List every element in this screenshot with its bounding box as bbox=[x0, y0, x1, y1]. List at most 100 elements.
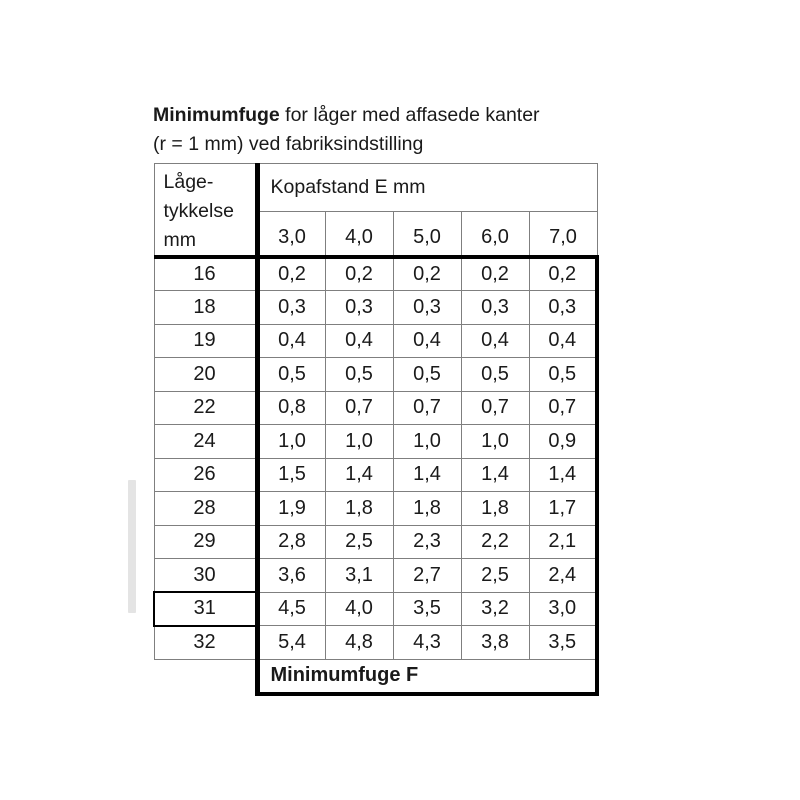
value-cell: 0,3 bbox=[460, 290, 530, 325]
table-row: 30 3,6 3,1 2,7 2,5 2,4 bbox=[153, 558, 599, 593]
value-cell: 2,8 bbox=[256, 524, 326, 559]
value-cell: 0,5 bbox=[392, 357, 462, 392]
value-cell: 3,2 bbox=[460, 591, 530, 626]
thickness-cell: 28 bbox=[153, 491, 260, 526]
value-cell: 0,2 bbox=[460, 256, 530, 291]
value-cell: 1,8 bbox=[324, 491, 394, 526]
value-cell: 3,1 bbox=[324, 558, 394, 593]
thickness-cell: 16 bbox=[153, 256, 260, 291]
value-cell: 0,7 bbox=[460, 390, 530, 425]
value-cell: 0,4 bbox=[324, 323, 394, 358]
thickness-cell: 18 bbox=[153, 290, 260, 325]
value-cell: 0,2 bbox=[528, 256, 599, 291]
value-cell: 0,7 bbox=[324, 390, 394, 425]
footer-row: Minimumfuge F bbox=[154, 658, 599, 696]
title-bold-word: Minimumfuge bbox=[153, 104, 280, 126]
column-header: 6,0 bbox=[460, 210, 530, 259]
value-cell: 0,5 bbox=[528, 357, 599, 392]
title-line-2: (r = 1 mm) ved fabriksindstilling bbox=[153, 133, 424, 155]
corner-header-line: mm bbox=[163, 229, 197, 251]
value-cell: 3,0 bbox=[528, 591, 599, 626]
value-cell: 0,5 bbox=[324, 357, 394, 392]
value-cell: 0,2 bbox=[392, 256, 462, 291]
header-row-group: Låge- tykkelse mm Kopafstand E mm bbox=[153, 163, 598, 259]
table-row: 18 0,3 0,3 0,3 0,3 0,3 bbox=[153, 290, 599, 325]
title-rest: for låger med affasede kanter bbox=[279, 104, 540, 126]
value-cell: 1,4 bbox=[528, 457, 599, 492]
value-cell: 4,0 bbox=[324, 591, 394, 626]
value-cell: 0,2 bbox=[256, 256, 326, 291]
value-cell: 0,5 bbox=[256, 357, 326, 392]
value-cell: 5,4 bbox=[256, 625, 326, 660]
column-header: 7,0 bbox=[528, 210, 598, 259]
column-header: 5,0 bbox=[392, 210, 462, 259]
value-cell: 1,8 bbox=[460, 491, 530, 526]
footer-spacer bbox=[154, 659, 257, 694]
minimumfuge-table: Låge- tykkelse mm Kopafstand E mm 3,0 4,… bbox=[153, 163, 599, 696]
value-cell: 1,5 bbox=[256, 457, 326, 492]
thickness-cell: 22 bbox=[153, 390, 260, 425]
value-cell: 0,8 bbox=[256, 390, 326, 425]
table-row: 22 0,8 0,7 0,7 0,7 0,7 bbox=[153, 390, 599, 425]
thickness-cell: 20 bbox=[153, 357, 260, 392]
value-cell: 3,5 bbox=[392, 591, 462, 626]
thickness-cell: 30 bbox=[153, 558, 260, 593]
table-row: 16 0,2 0,2 0,2 0,2 0,2 bbox=[153, 256, 599, 291]
value-cell: 0,3 bbox=[324, 290, 394, 325]
table-row: 32 5,4 4,8 4,3 3,8 3,5 bbox=[153, 625, 599, 660]
corner-header-line: tykkelse bbox=[163, 200, 234, 222]
value-cell: 2,3 bbox=[392, 524, 462, 559]
value-cell: 3,5 bbox=[528, 625, 599, 660]
value-cell: 0,2 bbox=[324, 256, 394, 291]
table-footer-label: Minimumfuge F bbox=[254, 658, 599, 696]
value-cell: 0,5 bbox=[460, 357, 530, 392]
column-header: 4,0 bbox=[324, 210, 394, 259]
value-cell: 0,7 bbox=[528, 390, 599, 425]
value-cell: 1,0 bbox=[256, 424, 326, 459]
table-row: 19 0,4 0,4 0,4 0,4 0,4 bbox=[153, 323, 599, 358]
corner-header-cell: Låge- tykkelse mm bbox=[153, 163, 260, 259]
title-line-1: Minimumfuge for låger med affasede kante… bbox=[153, 101, 540, 130]
value-cell: 1,9 bbox=[256, 491, 326, 526]
page-title: Minimumfuge for låger med affasede kante… bbox=[153, 101, 540, 159]
thickness-cell: 19 bbox=[153, 323, 260, 358]
table-row: 24 1,0 1,0 1,0 1,0 0,9 bbox=[153, 424, 599, 459]
table-row: 31 4,5 4,0 3,5 3,2 3,0 bbox=[153, 591, 599, 627]
column-header: 3,0 bbox=[256, 210, 326, 259]
column-group-header: Kopafstand E mm bbox=[256, 163, 598, 212]
corner-header-line: Låge- bbox=[163, 171, 214, 193]
table-row: 28 1,9 1,8 1,8 1,8 1,7 bbox=[153, 491, 599, 526]
value-cell: 2,7 bbox=[392, 558, 462, 593]
value-cell: 0,4 bbox=[460, 323, 530, 358]
value-cell: 2,1 bbox=[528, 524, 599, 559]
scrollbar-thumb[interactable] bbox=[128, 480, 136, 613]
value-cell: 2,4 bbox=[528, 558, 599, 593]
value-cell: 4,8 bbox=[324, 625, 394, 660]
table-row: 20 0,5 0,5 0,5 0,5 0,5 bbox=[153, 357, 599, 392]
table-row: 26 1,5 1,4 1,4 1,4 1,4 bbox=[153, 457, 599, 492]
thickness-cell: 31 bbox=[153, 591, 260, 627]
value-cell: 3,8 bbox=[460, 625, 530, 660]
value-cell: 2,5 bbox=[324, 524, 394, 559]
value-cell: 0,4 bbox=[256, 323, 326, 358]
table-row: 29 2,8 2,5 2,3 2,2 2,1 bbox=[153, 524, 599, 559]
table-body: 16 0,2 0,2 0,2 0,2 0,2 18 0,3 0,3 0,3 0,3 0,3 19 0,4 0… bbox=[153, 256, 599, 660]
value-cell: 0,4 bbox=[392, 323, 462, 358]
value-cell: 4,5 bbox=[256, 591, 326, 626]
value-cell: 0,7 bbox=[392, 390, 462, 425]
value-cell: 0,4 bbox=[528, 323, 599, 358]
value-cell: 0,3 bbox=[392, 290, 462, 325]
header-row-values: 3,0 4,0 5,0 6,0 7,0 bbox=[154, 210, 598, 259]
value-cell: 1,0 bbox=[460, 424, 530, 459]
thickness-cell: 32 bbox=[153, 625, 260, 660]
value-cell: 0,3 bbox=[528, 290, 599, 325]
value-cell: 0,3 bbox=[256, 290, 326, 325]
value-cell: 1,0 bbox=[392, 424, 462, 459]
value-cell: 1,0 bbox=[324, 424, 394, 459]
value-cell: 1,4 bbox=[324, 457, 394, 492]
value-cell: 2,2 bbox=[460, 524, 530, 559]
value-cell: 1,8 bbox=[392, 491, 462, 526]
value-cell: 1,7 bbox=[528, 491, 599, 526]
value-cell: 3,6 bbox=[256, 558, 326, 593]
